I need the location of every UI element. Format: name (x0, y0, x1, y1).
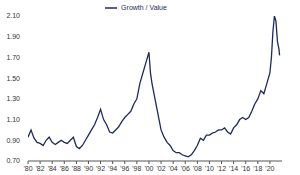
svg-text:'18: '18 (253, 165, 262, 172)
svg-text:'82: '82 (36, 165, 45, 172)
svg-text:'04: '04 (169, 165, 178, 172)
svg-text:'14: '14 (229, 165, 238, 172)
svg-text:'08: '08 (193, 165, 202, 172)
svg-text:'96: '96 (120, 165, 129, 172)
svg-text:'88: '88 (72, 165, 81, 172)
svg-text:1.30: 1.30 (8, 95, 20, 102)
svg-text:'80: '80 (23, 165, 32, 172)
svg-text:1.90: 1.90 (8, 33, 20, 40)
svg-text:'90: '90 (84, 165, 93, 172)
svg-text:1.50: 1.50 (8, 75, 20, 82)
svg-text:'86: '86 (60, 165, 69, 172)
svg-text:'10: '10 (205, 165, 214, 172)
svg-text:'98: '98 (132, 165, 141, 172)
svg-text:0.70: 0.70 (8, 157, 20, 164)
svg-text:'06: '06 (181, 165, 190, 172)
svg-text:'94: '94 (108, 165, 117, 172)
svg-text:'92: '92 (96, 165, 105, 172)
svg-text:'20: '20 (265, 165, 274, 172)
svg-text:1.70: 1.70 (8, 54, 20, 61)
svg-text:2.10: 2.10 (8, 12, 20, 19)
svg-text:'16: '16 (241, 165, 250, 172)
svg-text:'00: '00 (144, 165, 153, 172)
svg-text:'12: '12 (217, 165, 226, 172)
svg-text:0.90: 0.90 (8, 137, 20, 144)
html-text:Growth / Value: Growth / Value (121, 3, 167, 11)
svg-text:'02: '02 (156, 165, 165, 172)
svg-text:'84: '84 (48, 165, 57, 172)
svg-text:1.10: 1.10 (8, 116, 20, 123)
